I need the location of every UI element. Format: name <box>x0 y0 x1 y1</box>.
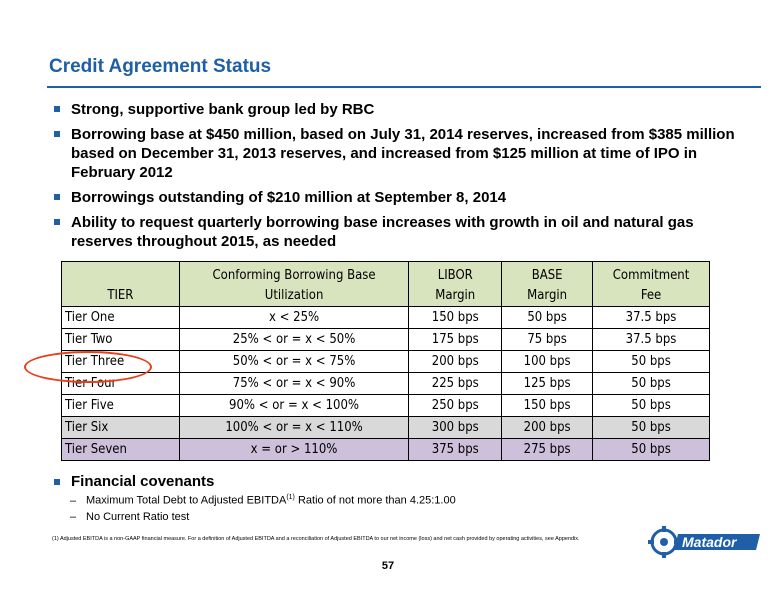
header-base-line2: Margin <box>527 288 568 303</box>
header-libor-line1: LIBOR <box>437 268 473 283</box>
cell-tier: Tier Six <box>61 416 180 439</box>
cell-base: 75 bps <box>501 328 594 351</box>
dash-icon: – <box>70 510 77 523</box>
cell-libor: 300 bps <box>408 416 503 439</box>
cell-fee: 50 bps <box>592 350 710 373</box>
table-row: Tier Six 100% < or = x < 110% 300 bps 20… <box>61 416 710 439</box>
bullet-item: Borrowings outstanding of $210 million a… <box>52 188 752 207</box>
cell-libor: 375 bps <box>408 438 503 461</box>
cell-tier: Tier One <box>61 306 180 329</box>
cell-base: 50 bps <box>501 306 594 329</box>
table-header-row: TIER Conforming Borrowing Base Utilizatio… <box>61 261 710 307</box>
footnote: (1) Adjusted EBITDA is a non-GAAP financ… <box>52 536 580 542</box>
cell-utilization: 90% < or = x < 100% <box>178 394 410 417</box>
table-row: Tier Seven x = or > 110% 375 bps 275 bps… <box>61 438 710 461</box>
covenants-heading: Financial covenants <box>52 473 456 490</box>
cell-tier: Tier Five <box>61 394 180 417</box>
header-libor: LIBOR Margin <box>408 261 503 307</box>
cell-fee: 50 bps <box>592 394 710 417</box>
cell-libor: 175 bps <box>408 328 503 351</box>
page-title: Credit Agreement Status <box>49 56 272 77</box>
covenants-heading-text: Financial covenants <box>71 473 215 490</box>
cell-base: 100 bps <box>501 350 594 373</box>
cell-base: 200 bps <box>501 416 594 439</box>
cell-base: 150 bps <box>501 394 594 417</box>
header-utilization: Conforming Borrowing Base Utilization <box>178 261 410 307</box>
logo-text: Matador <box>682 534 738 550</box>
bullet-list: Strong, supportive bank group led by RBC… <box>52 100 752 257</box>
bullet-text: Strong, supportive bank group led by RBC <box>71 101 375 118</box>
header-base-line1: BASE <box>531 268 563 283</box>
cell-libor: 200 bps <box>408 350 503 373</box>
header-tier: TIER <box>61 261 180 307</box>
bullet-text: Borrowings outstanding of $210 million a… <box>71 189 507 206</box>
cell-utilization: 100% < or = x < 110% <box>178 416 410 439</box>
cell-fee: 50 bps <box>592 372 710 395</box>
cell-utilization: x < 25% <box>178 306 410 329</box>
cell-libor: 150 bps <box>408 306 503 329</box>
matador-logo: Matador <box>648 526 760 558</box>
bullet-square-icon <box>54 479 60 485</box>
bullet-text: Ability to request quarterly borrowing b… <box>71 214 694 250</box>
cell-base: 275 bps <box>501 438 594 461</box>
cell-tier: Tier Seven <box>61 438 180 461</box>
cell-utilization: 25% < or = x < 50% <box>178 328 410 351</box>
pricing-grid-table: TIER Conforming Borrowing Base Utilizatio… <box>61 261 710 461</box>
cell-tier: Tier Two <box>61 328 180 351</box>
bullet-item: Strong, supportive bank group led by RBC <box>52 100 752 119</box>
header-fee-line2: Fee <box>640 288 662 303</box>
bullet-square-icon <box>54 131 60 137</box>
header-utilization-line1: Conforming Borrowing Base <box>212 268 376 283</box>
cell-fee: 50 bps <box>592 438 710 461</box>
bullet-square-icon <box>54 194 60 200</box>
covenant-item1-text: Maximum Total Debt to Adjusted EBITDA <box>86 494 287 507</box>
bullet-square-icon <box>54 106 60 112</box>
covenant-item2-text: No Current Ratio test <box>86 510 190 523</box>
covenant-item: – No Current Ratio test <box>70 511 456 523</box>
cell-fee: 37.5 bps <box>592 306 710 329</box>
cell-utilization: x = or > 110% <box>178 438 410 461</box>
table-row: Tier Two 25% < or = x < 50% 175 bps 75 b… <box>61 328 710 351</box>
covenant-item1-tail: Ratio of not more than 4.25:1.00 <box>294 494 456 507</box>
financial-covenants: Financial covenants – Maximum Total Debt … <box>52 473 456 523</box>
header-utilization-line2: Utilization <box>264 288 324 303</box>
cell-fee: 37.5 bps <box>592 328 710 351</box>
cell-utilization: 75% < or = x < 90% <box>178 372 410 395</box>
cell-fee: 50 bps <box>592 416 710 439</box>
dash-icon: – <box>70 494 77 507</box>
cell-libor: 225 bps <box>408 372 503 395</box>
cell-utilization: 50% < or = x < 75% <box>178 350 410 373</box>
header-libor-line2: Margin <box>435 288 476 303</box>
header-base: BASE Margin <box>501 261 594 307</box>
table-row: Tier Three 50% < or = x < 75% 200 bps 10… <box>61 350 710 373</box>
table-row: Tier Four 75% < or = x < 90% 225 bps 125… <box>61 372 710 395</box>
page-number: 57 <box>381 560 395 572</box>
bullet-item: Ability to request quarterly borrowing b… <box>52 213 752 251</box>
table-row: Tier Five 90% < or = x < 100% 250 bps 15… <box>61 394 710 417</box>
covenant-footnote-ref: (1) <box>286 494 295 501</box>
cell-base: 125 bps <box>501 372 594 395</box>
table-row: Tier One x < 25% 150 bps 50 bps 37.5 bps <box>61 306 710 329</box>
bullet-text: Borrowing base at $450 million, based on… <box>71 126 735 181</box>
bullet-item: Borrowing base at $450 million, based on… <box>52 125 752 182</box>
title-underline <box>47 86 761 88</box>
highlight-circle <box>24 351 152 383</box>
cell-libor: 250 bps <box>408 394 503 417</box>
header-fee-line1: Commitment <box>612 268 690 283</box>
header-fee: Commitment Fee <box>592 261 710 307</box>
covenant-item: – Maximum Total Debt to Adjusted EBITDA(1… <box>70 494 456 507</box>
bullet-square-icon <box>54 219 60 225</box>
